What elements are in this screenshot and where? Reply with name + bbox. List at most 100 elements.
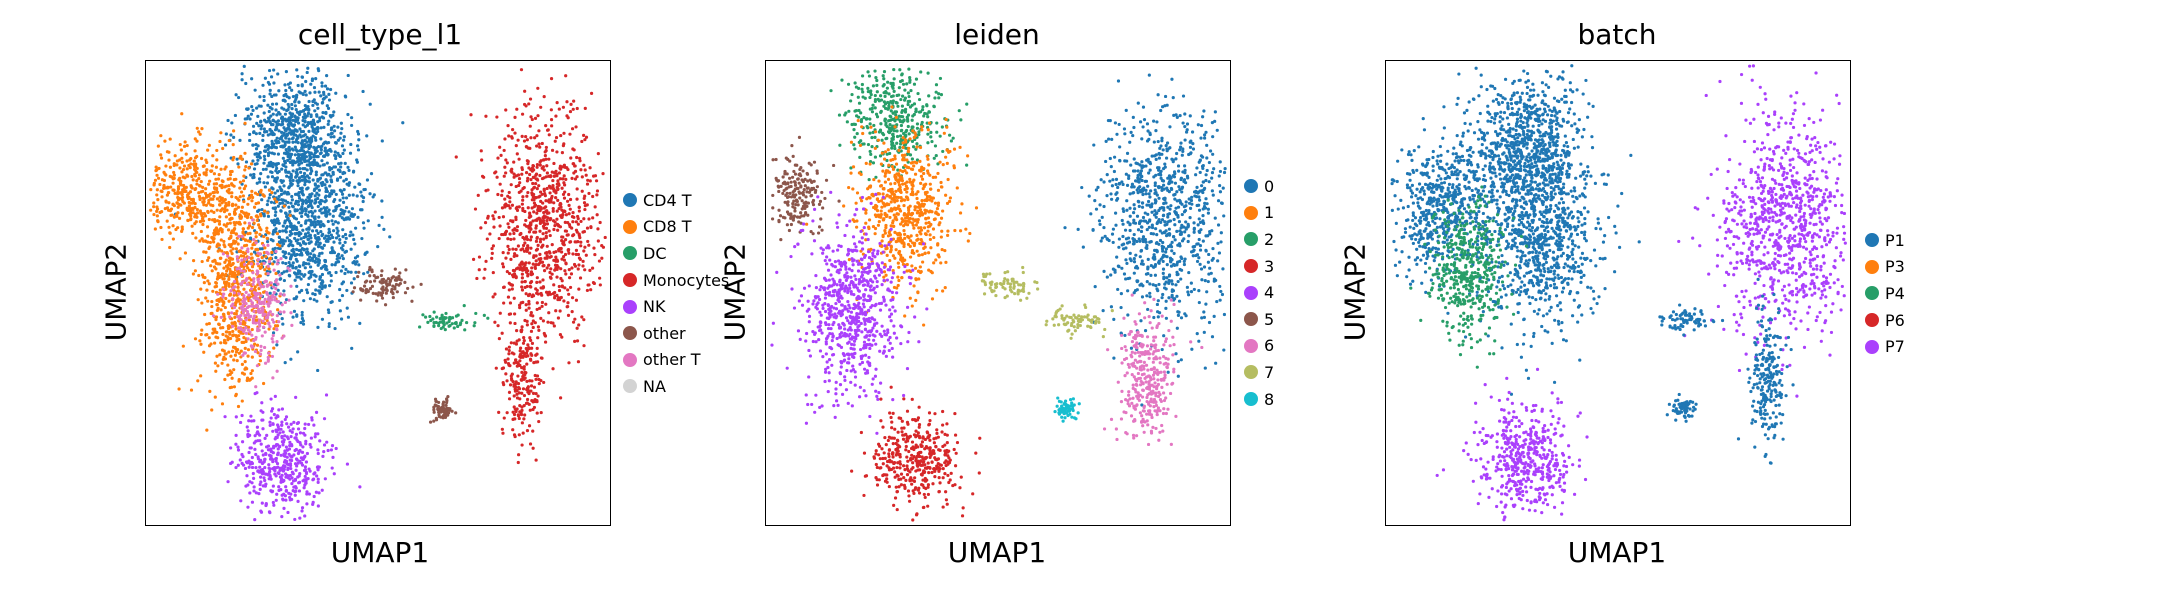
scatter-point <box>222 266 226 270</box>
scatter-point <box>845 120 849 124</box>
scatter-point <box>491 214 495 218</box>
scatter-point <box>525 349 529 353</box>
scatter-point <box>321 222 325 226</box>
scatter-point <box>223 245 227 249</box>
legend-marker <box>623 193 637 208</box>
scatter-point <box>288 274 292 278</box>
scatter-point <box>330 300 334 304</box>
scatter-point <box>301 193 305 197</box>
scatter-point <box>277 129 281 133</box>
scatter-point <box>235 157 239 161</box>
scatter-point <box>283 221 287 225</box>
scatter-point <box>274 280 278 284</box>
scatter-point <box>335 257 339 261</box>
scatter-point <box>307 180 311 184</box>
scatter-point <box>202 250 206 254</box>
scatter-point <box>294 128 298 132</box>
scatter-point <box>496 192 500 197</box>
scatter-point <box>318 285 322 289</box>
scatter-point <box>448 315 452 320</box>
scatter-point <box>201 200 205 204</box>
scatter-point <box>266 214 271 218</box>
scatter-point <box>257 318 262 322</box>
scatter-point <box>567 361 571 365</box>
scatter-point <box>275 299 279 303</box>
scatter-point <box>562 254 566 259</box>
scatter-point <box>275 166 279 170</box>
scatter-point <box>308 252 313 256</box>
scatter-point <box>291 118 295 122</box>
scatter-point <box>282 467 286 471</box>
scatter-point <box>443 316 447 320</box>
scatter-point <box>276 425 280 429</box>
scatter-point <box>285 435 289 439</box>
scatter-point <box>401 121 405 125</box>
scatter-point <box>512 172 516 176</box>
scatter-point <box>500 427 504 431</box>
scatter-point <box>325 104 329 108</box>
scatter-point <box>214 267 218 271</box>
scatter-point <box>483 267 487 271</box>
scatter-point <box>263 76 267 80</box>
scatter-point <box>310 214 314 218</box>
scatter-point <box>403 291 408 295</box>
scatter-point <box>914 107 918 111</box>
scatter-point <box>357 263 361 267</box>
legend-label: NA <box>643 376 666 396</box>
scatter-point <box>245 378 249 383</box>
scatter-point <box>298 179 302 183</box>
scatter-point <box>316 504 320 508</box>
scatter-point <box>519 248 523 252</box>
scatter-point <box>260 501 264 505</box>
scatter-point <box>242 351 246 355</box>
scatter-point <box>327 324 331 329</box>
scatter-point <box>171 224 175 228</box>
scatter-point <box>519 231 523 236</box>
scatter-point <box>275 262 280 266</box>
scatter-point <box>492 225 496 229</box>
scatter-point <box>510 287 514 291</box>
scatter-point <box>205 428 209 432</box>
scatter-point <box>312 298 316 302</box>
scatter-point <box>230 229 234 233</box>
scatter-point <box>419 282 423 286</box>
scatter-point <box>247 465 251 469</box>
scatter-point <box>214 281 218 285</box>
scatter-point <box>301 157 306 162</box>
scatter-point <box>251 271 255 275</box>
scatter-point <box>258 359 262 363</box>
scatter-point <box>233 315 237 319</box>
scatter-point <box>223 377 227 382</box>
scatter-point <box>240 399 244 403</box>
scatter-point <box>152 201 156 205</box>
scatter-point <box>593 252 597 257</box>
scatter-point <box>544 157 548 161</box>
scatter-point <box>216 249 220 253</box>
scatter-point <box>318 290 322 294</box>
scatter-point <box>248 491 252 495</box>
scatter-point <box>491 270 495 275</box>
scatter-point <box>561 177 565 181</box>
scatter-point <box>299 130 304 134</box>
scatter-point <box>295 284 299 288</box>
legend-item: NA <box>623 373 729 400</box>
scatter-point <box>226 311 230 315</box>
scatter-point <box>293 490 297 494</box>
scatter-point <box>308 265 313 269</box>
scatter-point <box>267 267 271 271</box>
scatter-point <box>262 234 266 239</box>
scatter-point <box>361 89 365 94</box>
scatter-point <box>475 276 479 281</box>
scatter-point <box>266 271 270 276</box>
scatter-point <box>287 170 291 174</box>
scatter-point <box>316 368 320 373</box>
scatter-point <box>395 290 399 294</box>
scatter-point <box>217 275 221 279</box>
scatter-point <box>527 302 531 306</box>
scatter-point <box>517 338 521 342</box>
scatter-point <box>249 262 253 266</box>
scatter-point <box>584 135 589 139</box>
scatter-point <box>228 315 232 319</box>
scatter-point <box>251 108 255 112</box>
scatter-point <box>280 201 285 205</box>
